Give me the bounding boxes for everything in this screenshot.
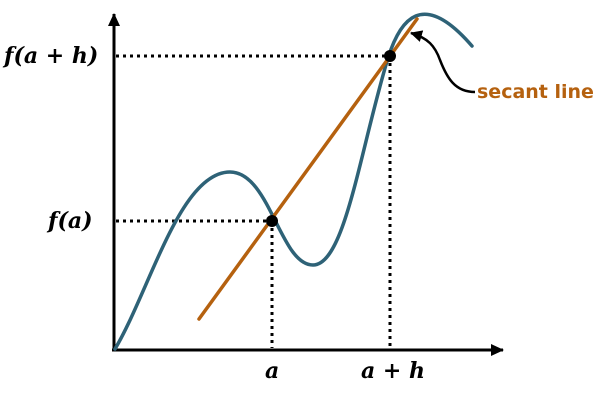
secant-callout-arrow	[410, 30, 476, 94]
point-ah-fah	[384, 50, 396, 62]
label-fa: f(a)	[46, 208, 93, 234]
label-ah: a + h	[361, 358, 425, 384]
secant-line-label: secant line	[477, 81, 594, 103]
function-curve	[113, 12, 474, 351]
label-a: a	[265, 358, 279, 384]
label-fah: f(a + h)	[2, 43, 98, 69]
secant-line	[197, 17, 419, 321]
point-a-fa	[266, 215, 278, 227]
